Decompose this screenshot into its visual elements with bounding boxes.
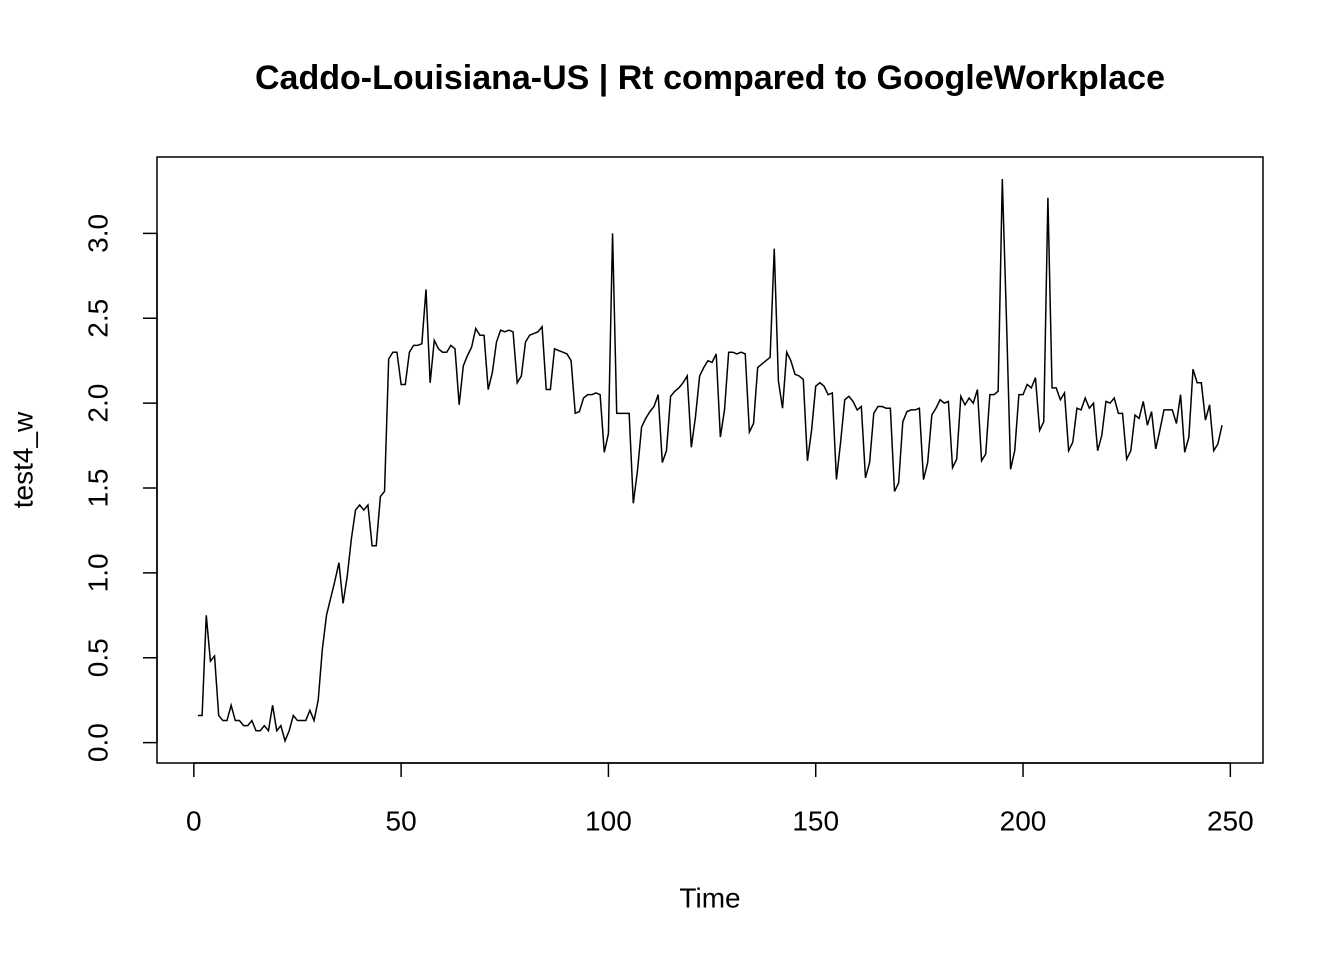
x-tick-label: 0	[186, 805, 202, 836]
x-tick-label: 250	[1207, 805, 1254, 836]
y-tick-label: 1.0	[82, 553, 113, 592]
y-tick-label: 1.5	[82, 469, 113, 508]
x-tick-label: 200	[1000, 805, 1047, 836]
y-axis-label: test4_w	[7, 411, 38, 508]
y-tick-label: 2.0	[82, 384, 113, 423]
x-tick-label: 50	[386, 805, 417, 836]
x-axis-label: Time	[679, 882, 740, 913]
data-line	[197, 179, 1223, 744]
y-tick-label: 0.0	[82, 723, 113, 762]
x-tick-label: 150	[792, 805, 839, 836]
chart-title: Caddo-Louisiana-US | Rt compared to Goog…	[255, 59, 1165, 97]
y-tick-label: 3.0	[82, 214, 113, 253]
x-tick-label: 100	[585, 805, 632, 836]
y-tick-label: 0.5	[82, 638, 113, 677]
y-tick-label: 2.5	[82, 299, 113, 338]
